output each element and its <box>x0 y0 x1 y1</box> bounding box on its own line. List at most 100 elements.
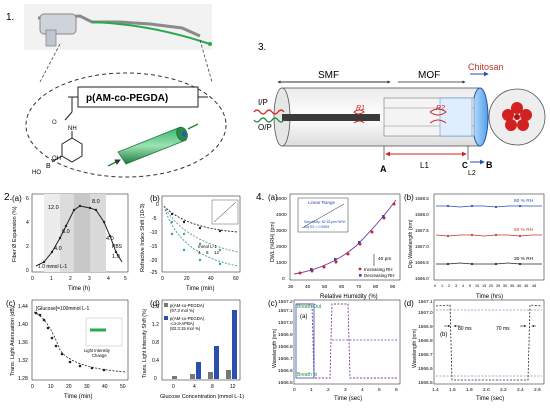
r1-label: R1 <box>356 105 365 112</box>
xtick-2c-1: 10 <box>48 384 54 390</box>
xtick-2d-3: 12 <box>230 384 236 390</box>
ytick-2d-0: 0 <box>154 376 157 382</box>
c-label: C <box>462 161 468 170</box>
label-4b-80: 80 % RH <box>514 198 534 204</box>
breath-out-4c: Breath Out <box>297 304 322 310</box>
panel-4d-tag: (d) <box>404 299 414 308</box>
annot-2a-1: 8.0 <box>62 229 70 235</box>
legend-2d-2b: -co-3-APBA) <box>170 321 195 326</box>
ytick-4c-1: 1566.6 <box>278 368 293 374</box>
xtick-2a-2: 2 <box>69 276 72 282</box>
xtick-2d-1: 4 <box>193 384 196 390</box>
ytick-4b-1: 1566.5 <box>415 260 429 265</box>
ytick-4a-1: 1000 <box>276 260 287 266</box>
series-2b-1 <box>163 205 239 233</box>
xtick-4a-6: 90 <box>390 284 396 290</box>
label-4b-30: 30 % RH <box>514 256 534 262</box>
annot-2a-3: 4.0 <box>54 246 62 252</box>
ylabel-4d: Wavelength (nm) <box>412 328 418 368</box>
legend-2d-2c: (82.3:15 mol %) <box>170 326 201 331</box>
annot-2a-7: PBS <box>112 244 123 250</box>
series-4a <box>293 199 397 275</box>
ytick-2b-0: 0 <box>156 202 159 208</box>
series-4b-50 <box>435 234 542 237</box>
xtick-4d-6: 2.6 <box>534 387 541 393</box>
xtick-4d-5: 2.4 <box>517 387 524 393</box>
xlabel-2b: Time (min) <box>186 286 214 292</box>
ylabel-4c: Wavelength (nm) <box>272 328 278 368</box>
breath-in-4c: Breath In <box>297 372 318 378</box>
xtick-4b-9: 25 <box>496 284 500 288</box>
ho-label: HO <box>32 170 41 176</box>
ylabel-4a: DWL (%RH) (pm) <box>270 221 276 262</box>
ytick-4d-2: 1566.7 <box>418 352 433 358</box>
annot-2a-5: 1.0 mmol L-1 <box>38 264 67 270</box>
xtick-4a-1: 40 <box>305 284 311 290</box>
svg-text:O: O <box>52 120 57 126</box>
xtick-2d-2: 8 <box>211 384 214 390</box>
legend-2b-2: 12 <box>214 250 220 255</box>
ytick-2a-2: 4 <box>26 220 29 226</box>
xtick-2b-3: 60 <box>233 276 239 282</box>
legend-2b: mmol L-1 <box>198 244 217 249</box>
panel-2-number: 2. <box>4 192 12 203</box>
ytick-2d-1: 0.4 <box>152 358 159 364</box>
ytick-4a-4: 4000 <box>276 212 287 218</box>
op-label: O/P <box>258 123 272 132</box>
bar-2d-3b <box>232 310 237 379</box>
xtick-4c-1: 1 <box>310 387 313 393</box>
panel-4-number: 4. <box>256 192 264 203</box>
xtick-4a-3: 60 <box>339 284 345 290</box>
ytick-4b-5: 1568.5 <box>415 196 429 201</box>
ytick-2a-0: 0 <box>26 268 29 274</box>
output-wave <box>253 117 285 123</box>
oh-label: OH <box>52 156 61 162</box>
series-2c-fit <box>33 311 127 373</box>
bar-2d-3a <box>226 370 231 379</box>
xtick-2d-0: 0 <box>172 384 175 390</box>
panel-2d-tag: (d) <box>150 299 160 308</box>
legend-4a-1: Increasing RH <box>364 267 393 272</box>
panel-2a: (a) 12.0 8.0 8.0 4.0 4.0 1.0 mmol L-1 1.… <box>12 193 129 292</box>
ytick-2d-3: 1.2 <box>152 322 159 328</box>
inner-tag-4d: (b) <box>440 332 447 338</box>
panel-2b: (b) mmol L-1 4 8 12 Refractive Index Shi… <box>140 194 241 292</box>
annot-2a-2: 8.0 <box>92 199 100 205</box>
xtick-2c-3: 30 <box>84 384 90 390</box>
legend-4a-2: Decreasing RH <box>364 273 395 278</box>
xtick-4b-7: 15 <box>482 284 486 288</box>
panel-3-number: 3. <box>258 42 266 53</box>
b-label: B <box>486 160 493 170</box>
ytick-4d-0: 1566.5 <box>418 380 433 386</box>
xtick-2a-0: 0 <box>31 276 34 282</box>
xtick-4b-14: 48 <box>532 284 536 288</box>
xtick-4d-1: 1.6 <box>449 387 456 393</box>
fiber-schematic: R1 R2 <box>273 87 489 147</box>
a-label: A <box>380 164 387 174</box>
ytick-4c-0: 1566.5 <box>278 380 293 386</box>
xtick-4c-0: 0 <box>293 387 296 393</box>
panel-4c: (c) (a) Breath Out Breath In Wavelength … <box>268 299 401 402</box>
panel-2c-tag: (c) <box>6 299 16 308</box>
bar-2d-2b <box>214 346 219 379</box>
xlabel-4c: Time (sec) <box>334 396 362 402</box>
xtick-2a-1: 1 <box>50 276 53 282</box>
hydrogel-fiber <box>107 123 199 167</box>
bar-2d-0a <box>172 376 177 379</box>
nh-label: NH <box>68 126 77 132</box>
xtick-2a-5: 5 <box>124 276 127 282</box>
input-wave <box>253 109 285 115</box>
l1-label: L1 <box>420 161 429 170</box>
ytick-4d-5: 1567.0 <box>418 310 433 316</box>
xtick-2b-2: 40 <box>208 276 214 282</box>
cross-section <box>488 88 546 146</box>
inset-r2-4a: Adj R2 = 0.9959 <box>304 225 329 229</box>
xtick-2a-4: 4 <box>107 276 110 282</box>
xtick-2c-4: 40 <box>102 384 108 390</box>
ylabel-2b: Refractive Index Shift (10-3) <box>140 203 146 272</box>
polymer-label: p(AM-co-PEGDA) <box>86 93 168 104</box>
ytick-2a-3: 6 <box>26 196 29 202</box>
xtick-4b-12: 40 <box>517 284 521 288</box>
legend-2d-2: p(AM-co-PEGDA) <box>170 316 205 321</box>
series-4b-30 <box>436 262 542 265</box>
